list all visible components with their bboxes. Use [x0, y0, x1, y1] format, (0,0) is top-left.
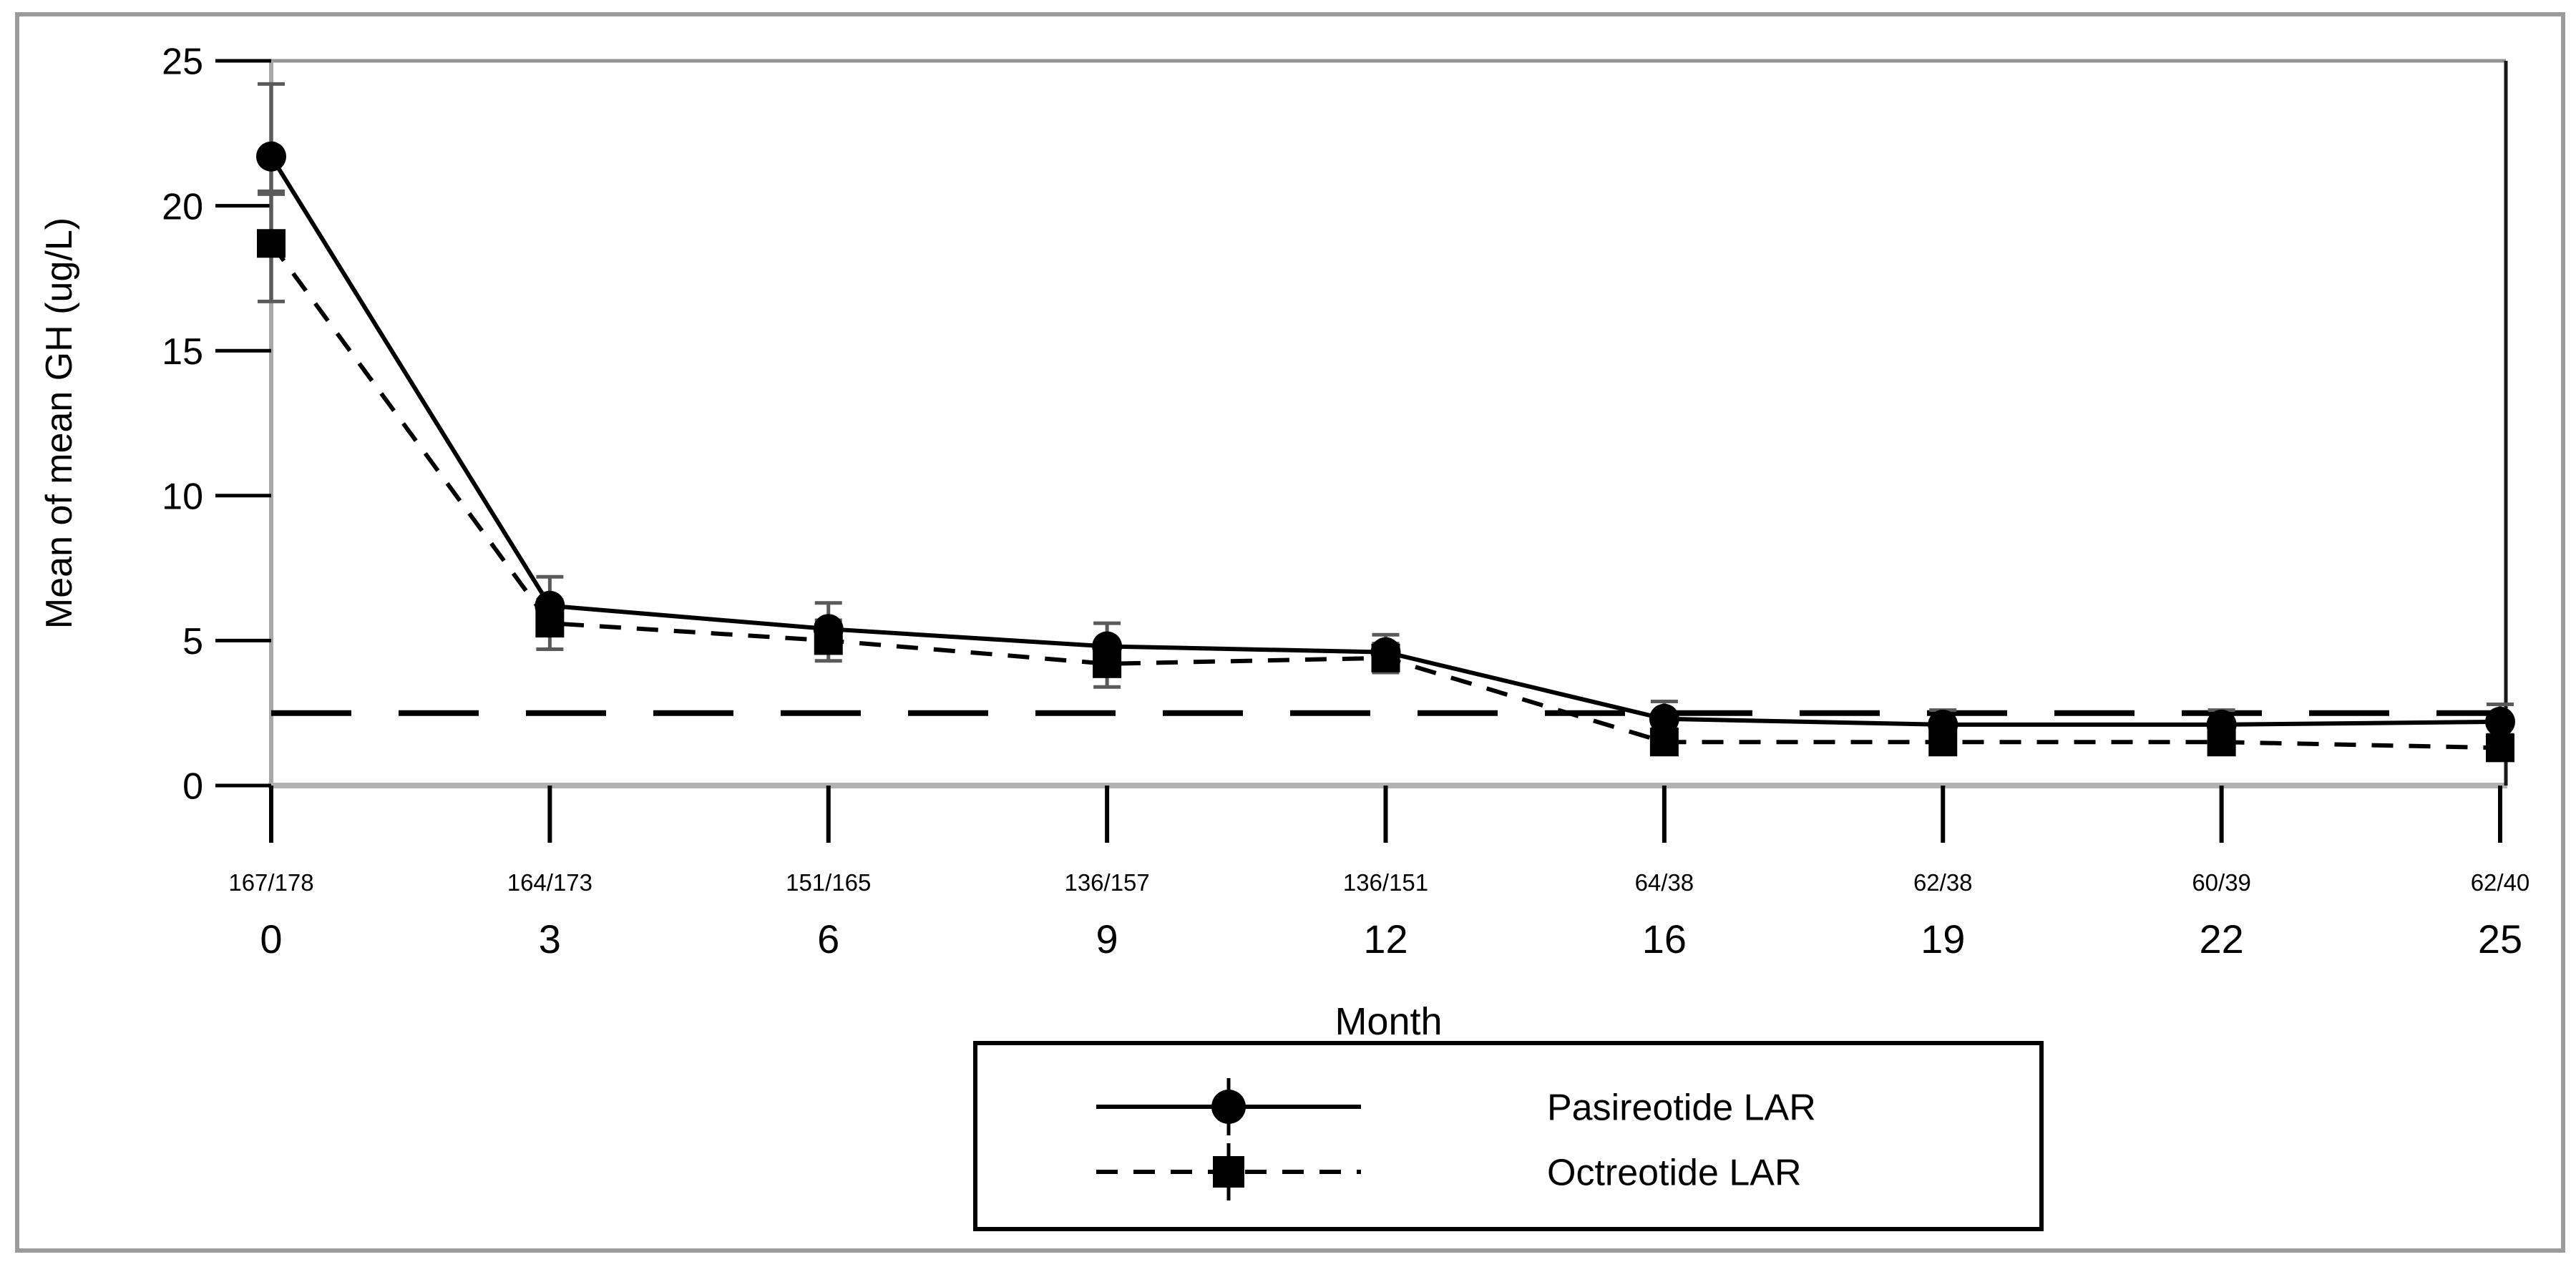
figure-border	[15, 12, 2565, 1253]
n-count-label: 62/38	[1913, 869, 1973, 896]
pasireotide-point-marker	[1092, 631, 1123, 662]
pasireotide-point-marker	[2206, 709, 2237, 740]
n-count-label: 64/38	[1635, 869, 1694, 896]
pasireotide-point-marker	[1649, 703, 1679, 734]
n-count-label: 60/39	[2192, 869, 2251, 896]
legend-label-octreotide: Octreotide LAR	[1547, 1153, 1802, 1194]
octreotide-point-marker	[2486, 733, 2514, 763]
legend-octreotide-marker	[1213, 1156, 1244, 1188]
pasireotide-point-marker	[2485, 706, 2515, 737]
x-month-label: 22	[2199, 916, 2243, 962]
n-count-label: 136/151	[1343, 869, 1428, 896]
x-month-label: 16	[1642, 916, 1687, 962]
x-axis-title: Month	[1335, 1000, 1442, 1043]
x-month-label: 3	[539, 916, 561, 962]
y-tick-label: 0	[182, 766, 203, 808]
y-axis-title: Mean of mean GH (ug/L)	[39, 217, 80, 629]
legend-label-pasireotide: Pasireotide LAR	[1547, 1087, 1816, 1129]
pasireotide-point-marker	[813, 614, 844, 645]
legend-box	[973, 1041, 2044, 1231]
pasireotide-point-marker	[256, 141, 286, 172]
n-count-label: 151/165	[786, 869, 871, 896]
legend-pasireotide-marker	[1211, 1090, 1246, 1124]
y-tick-label: 5	[182, 621, 203, 662]
pasireotide-point-marker	[1928, 709, 1958, 740]
x-month-label: 25	[2478, 916, 2522, 962]
x-month-label: 6	[817, 916, 839, 962]
octreotide-point-marker	[257, 229, 286, 258]
x-month-label: 12	[1363, 916, 1407, 962]
y-tick-label: 25	[162, 41, 203, 83]
n-count-label: 164/173	[507, 869, 592, 896]
x-month-label: 19	[1921, 916, 1965, 962]
n-count-label: 136/157	[1064, 869, 1149, 896]
x-month-label: 9	[1096, 916, 1118, 962]
n-count-label: 62/40	[2471, 869, 2530, 896]
pasireotide-point-marker	[1370, 637, 1401, 667]
n-count-label: 167/178	[228, 869, 313, 896]
y-tick-label: 20	[162, 186, 203, 228]
y-tick-label: 15	[162, 331, 203, 373]
y-tick-label: 10	[162, 476, 203, 518]
x-month-label: 0	[260, 916, 282, 962]
pasireotide-point-marker	[535, 590, 565, 621]
